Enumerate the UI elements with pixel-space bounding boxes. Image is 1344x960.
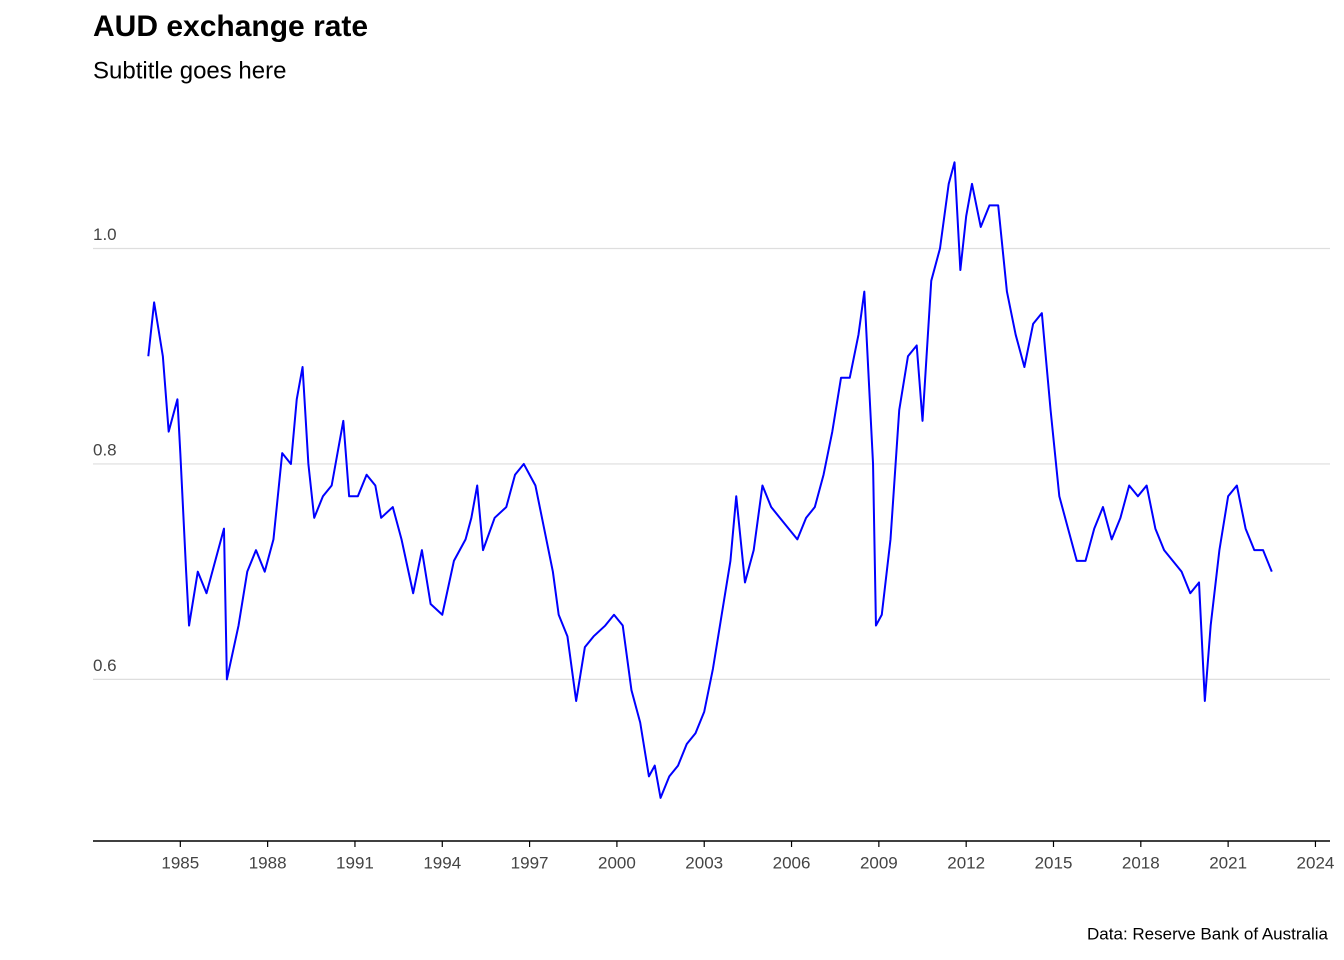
chart-title: AUD exchange rate bbox=[93, 10, 368, 43]
y-tick-label: 0.6 bbox=[93, 656, 117, 675]
chart-subtitle: Subtitle goes here bbox=[93, 57, 286, 84]
x-tick-label: 1988 bbox=[249, 853, 287, 872]
x-tick-label: 2006 bbox=[773, 853, 811, 872]
x-tick-label: 2015 bbox=[1035, 853, 1073, 872]
x-tick-label: 2024 bbox=[1297, 853, 1335, 872]
y-tick-label: 1.0 bbox=[93, 225, 117, 244]
x-tick-label: 1994 bbox=[423, 853, 461, 872]
x-tick-label: 2009 bbox=[860, 853, 898, 872]
x-tick-label: 2021 bbox=[1209, 853, 1247, 872]
x-tick-label: 1997 bbox=[511, 853, 549, 872]
x-tick-label: 2000 bbox=[598, 853, 636, 872]
caption: Data: Reserve Bank of Australia bbox=[1087, 924, 1329, 943]
x-tick-label: 1991 bbox=[336, 853, 374, 872]
x-tick-label: 2012 bbox=[947, 853, 985, 872]
x-tick-label: 2018 bbox=[1122, 853, 1160, 872]
x-tick-label: 1985 bbox=[161, 853, 199, 872]
data-line bbox=[147, 161, 1273, 799]
y-tick-label: 0.8 bbox=[93, 440, 117, 459]
x-tick-label: 2003 bbox=[685, 853, 723, 872]
